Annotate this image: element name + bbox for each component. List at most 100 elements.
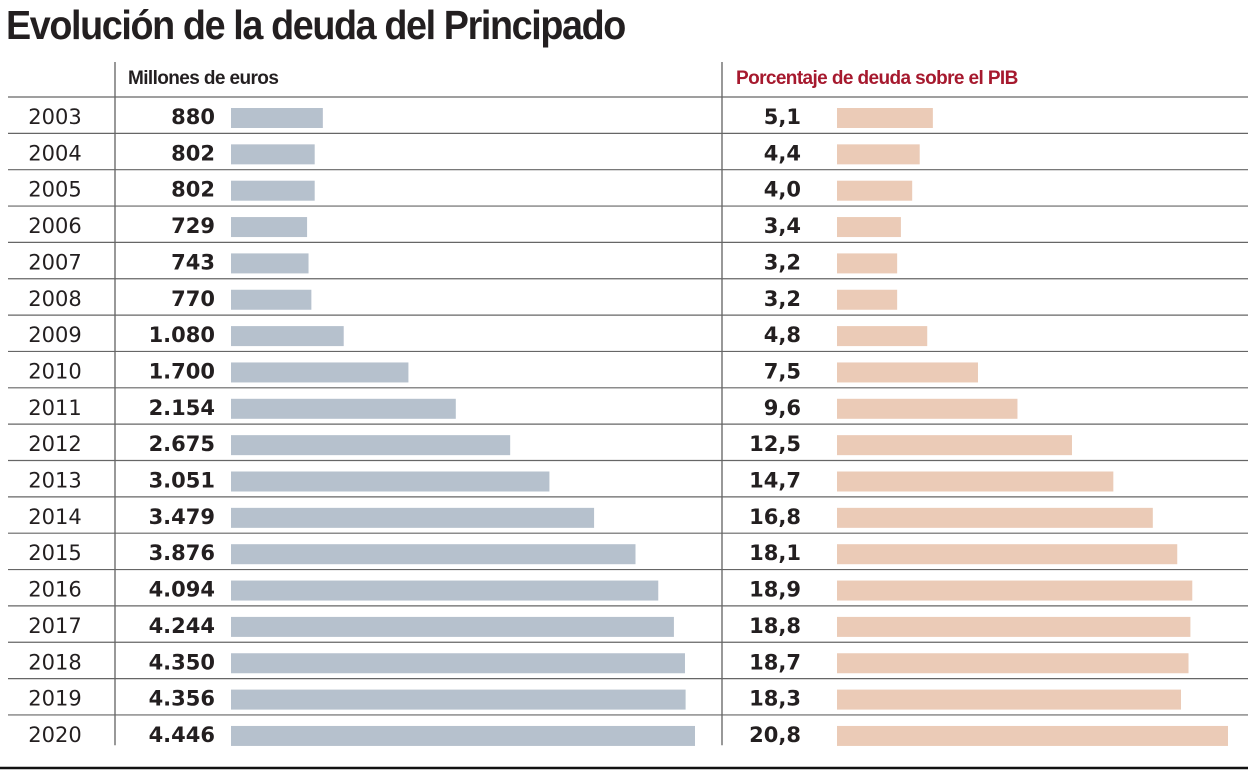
debt-value-label: 2.154 bbox=[149, 396, 215, 420]
debt-value-label: 4.244 bbox=[149, 614, 215, 638]
pib-value-label: 16,8 bbox=[749, 505, 801, 529]
year-label: 2009 bbox=[28, 323, 81, 347]
year-label: 2020 bbox=[28, 723, 81, 747]
pib-bar bbox=[837, 217, 901, 238]
year-label: 2005 bbox=[28, 178, 81, 202]
debt-bar bbox=[231, 544, 636, 565]
debt-bar bbox=[231, 144, 315, 165]
pib-bar bbox=[837, 326, 928, 347]
pib-bar bbox=[837, 544, 1178, 565]
pib-value-label: 18,9 bbox=[749, 578, 801, 602]
table-row: 2010 1.700 7,5 bbox=[28, 359, 978, 383]
pib-bar bbox=[837, 507, 1153, 528]
pib-bar bbox=[837, 108, 933, 128]
debt-value-label: 802 bbox=[171, 178, 215, 202]
debt-value-label: 880 bbox=[171, 105, 215, 129]
debt-value-label: 770 bbox=[171, 287, 215, 311]
pib-value-label: 12,5 bbox=[749, 432, 801, 456]
debt-value-label: 3.051 bbox=[149, 469, 215, 493]
pib-value-label: 14,7 bbox=[749, 469, 801, 493]
debt-bar bbox=[231, 253, 309, 274]
pib-bar bbox=[837, 253, 898, 274]
pib-value-label: 20,8 bbox=[749, 723, 801, 747]
header-porcentaje: Porcentaje de deuda sobre el PIB bbox=[736, 68, 1018, 89]
year-label: 2014 bbox=[28, 505, 81, 529]
pib-value-label: 18,3 bbox=[749, 687, 801, 711]
debt-bar bbox=[231, 180, 315, 201]
pib-value-label: 3,4 bbox=[764, 214, 801, 238]
debt-bar bbox=[231, 616, 674, 637]
year-label: 2012 bbox=[28, 432, 81, 456]
chart-title: Evolución de la deuda del Principado bbox=[6, 2, 626, 48]
debt-bar bbox=[231, 289, 312, 310]
pib-value-label: 4,8 bbox=[764, 323, 801, 347]
debt-bar bbox=[231, 725, 695, 746]
pib-bar bbox=[837, 289, 898, 310]
debt-value-label: 4.446 bbox=[149, 723, 215, 747]
table-row: 2018 4.350 18,7 bbox=[28, 650, 1189, 674]
grid-lines bbox=[0, 62, 1248, 770]
pib-value-label: 5,1 bbox=[764, 105, 801, 129]
pib-value-label: 3,2 bbox=[764, 287, 801, 311]
table-row: 2003 880 5,1 bbox=[28, 105, 933, 129]
year-label: 2003 bbox=[28, 105, 81, 129]
debt-bar bbox=[231, 435, 511, 456]
pib-value-label: 18,8 bbox=[749, 614, 801, 638]
year-label: 2019 bbox=[28, 687, 81, 711]
debt-value-label: 743 bbox=[171, 250, 215, 274]
pib-value-label: 4,0 bbox=[764, 178, 801, 202]
debt-value-label: 4.350 bbox=[149, 650, 215, 674]
year-label: 2008 bbox=[28, 287, 81, 311]
table-row: 2004 802 4,4 bbox=[28, 141, 920, 165]
year-label: 2013 bbox=[28, 469, 81, 493]
debt-value-label: 3.479 bbox=[149, 505, 215, 529]
pib-bar bbox=[837, 616, 1191, 637]
table-row: 2017 4.244 18,8 bbox=[28, 614, 1191, 638]
debt-bar bbox=[231, 471, 550, 492]
debt-value-label: 802 bbox=[171, 141, 215, 165]
table-row: 2019 4.356 18,3 bbox=[28, 687, 1182, 711]
debt-value-label: 4.356 bbox=[149, 687, 215, 711]
year-label: 2010 bbox=[28, 359, 81, 383]
debt-bar bbox=[231, 108, 323, 128]
pib-bar bbox=[837, 398, 1018, 419]
table-row: 2007 743 3,2 bbox=[28, 250, 898, 274]
pib-value-label: 3,2 bbox=[764, 250, 801, 274]
pib-bar bbox=[837, 653, 1189, 674]
table-row: 2014 3.479 16,8 bbox=[28, 505, 1153, 529]
pib-value-label: 7,5 bbox=[764, 359, 801, 383]
debt-bar bbox=[231, 217, 308, 238]
pib-value-label: 9,6 bbox=[764, 396, 801, 420]
year-label: 2011 bbox=[28, 396, 81, 420]
debt-value-label: 729 bbox=[171, 214, 215, 238]
pib-bar bbox=[837, 471, 1114, 492]
header-millones: Millones de euros bbox=[128, 68, 278, 89]
debt-bar bbox=[231, 653, 685, 674]
rows: 2003 880 5,1 2004 802 4,4 2005 802 4,0 2006 729 3,4… bbox=[28, 105, 1228, 747]
year-label: 2018 bbox=[28, 650, 81, 674]
year-label: 2015 bbox=[28, 541, 81, 565]
pib-value-label: 18,1 bbox=[749, 541, 801, 565]
year-label: 2017 bbox=[28, 614, 81, 638]
pib-bar bbox=[837, 689, 1182, 710]
table-row: 2009 1.080 4,8 bbox=[28, 323, 928, 347]
debt-value-label: 1.080 bbox=[149, 323, 215, 347]
debt-bar bbox=[231, 580, 659, 601]
table-row: 2020 4.446 20,8 bbox=[28, 723, 1228, 747]
pib-bar bbox=[837, 725, 1228, 746]
table-row: 2005 802 4,0 bbox=[28, 178, 913, 202]
table-row: 2012 2.675 12,5 bbox=[28, 432, 1072, 456]
debt-value-label: 2.675 bbox=[149, 432, 215, 456]
pib-bar bbox=[837, 180, 913, 201]
year-label: 2004 bbox=[28, 141, 81, 165]
pib-value-label: 4,4 bbox=[764, 141, 801, 165]
pib-bar bbox=[837, 435, 1072, 456]
year-label: 2007 bbox=[28, 250, 81, 274]
table-row: 2016 4.094 18,9 bbox=[28, 578, 1193, 602]
pib-value-label: 18,7 bbox=[749, 650, 801, 674]
debt-bar bbox=[231, 507, 595, 528]
table-row: 2013 3.051 14,7 bbox=[28, 469, 1114, 493]
table-row: 2006 729 3,4 bbox=[28, 214, 901, 238]
table-row: 2015 3.876 18,1 bbox=[28, 541, 1178, 565]
